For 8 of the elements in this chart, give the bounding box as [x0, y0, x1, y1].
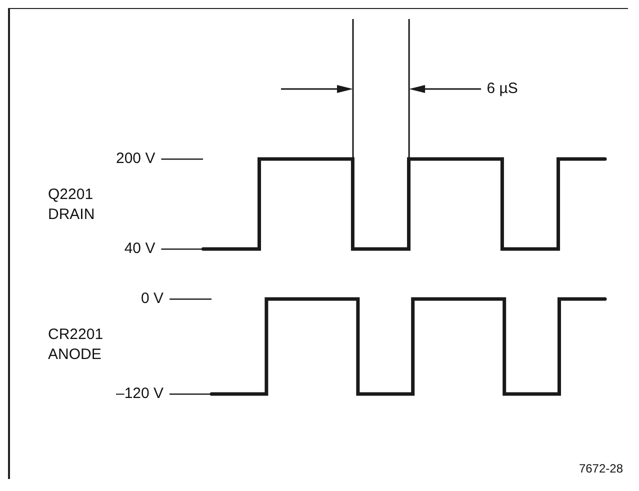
text: 7672-28 [578, 461, 624, 476]
y-tick-label: 200 V [116, 150, 156, 168]
text: 6 µS [486, 80, 518, 98]
y-tick-label: –120 V [116, 385, 164, 402]
y-axis-title: CR2201 ANODE [48, 324, 104, 364]
y-tick-label: 40 V [124, 240, 156, 258]
y-axis-title: Q2201 DRAIN [48, 184, 96, 224]
y-tick-label: 0 V [141, 290, 164, 308]
